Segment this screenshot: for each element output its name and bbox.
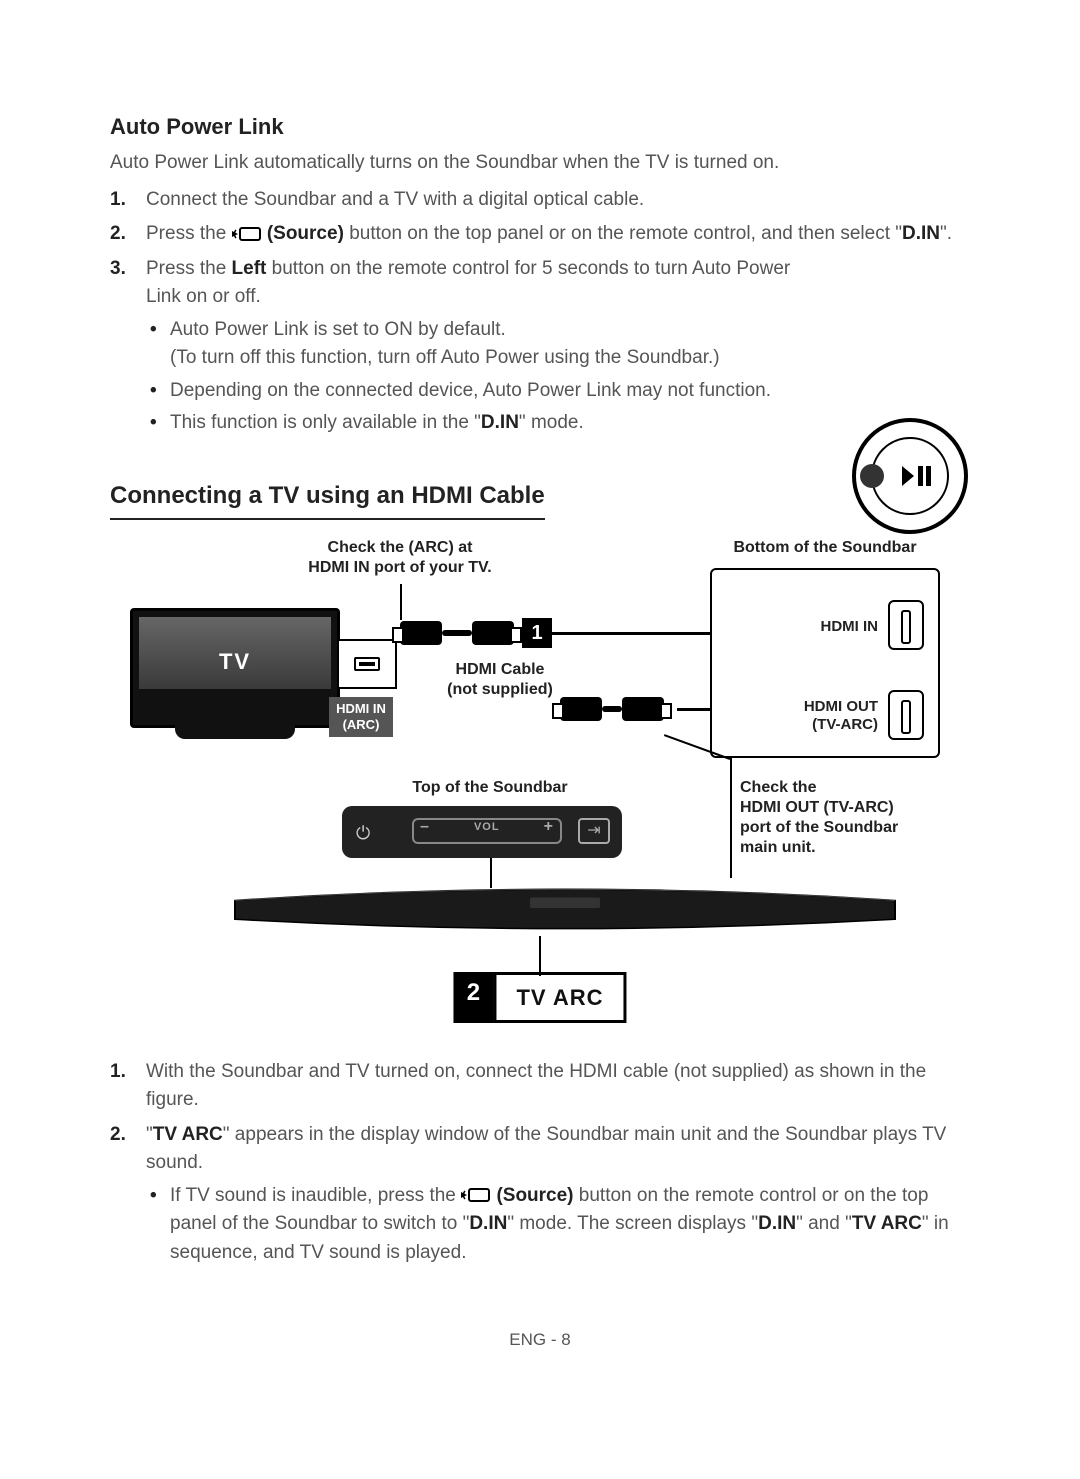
soundbar-top-panel: ⏻ – VOL + ⇥ <box>342 806 622 858</box>
diagram-badge-2: 2 <box>453 972 493 1023</box>
b1-source: (Source) <box>496 1185 573 1206</box>
din-label: D.IN <box>902 223 940 244</box>
hdmi-in-port-icon <box>888 600 924 650</box>
tv-hdmi-port <box>337 639 397 689</box>
soundbar-ports-panel: HDMI IN HDMI OUT (TV-ARC) <box>710 568 940 758</box>
tv-illustration: TV HDMI IN (ARC) <box>130 608 340 728</box>
s2-tvarc: TV ARC <box>153 1124 223 1145</box>
auto-power-link-intro: Auto Power Link automatically turns on t… <box>110 149 970 178</box>
hdmi-cable-l1: HDMI Cable <box>456 661 545 678</box>
volume-control: – VOL + <box>412 818 562 844</box>
page-footer: ENG - 8 <box>110 1327 970 1353</box>
tv-arc-indicator: 2 TV ARC <box>453 972 626 1023</box>
hdmi-out-l1: HDMI OUT <box>804 698 878 715</box>
label-hdmi-cable: HDMI Cable (not supplied) <box>420 660 580 700</box>
check-port-l4: main unit. <box>740 839 816 856</box>
auto-power-link-steps: 1.Connect the Soundbar and a TV with a d… <box>110 186 970 438</box>
hdmi-connection-diagram: Check the (ARC) at HDMI IN port of your … <box>110 538 970 1028</box>
step-2-text-a: Press the <box>146 223 232 244</box>
hdmi-steps: 1.With the Soundbar and TV turned on, co… <box>110 1058 970 1268</box>
bullet-may-not-function: Depending on the connected device, Auto … <box>170 377 830 406</box>
tv-arc-text: TV ARC <box>493 972 626 1023</box>
label-bottom-soundbar: Bottom of the Soundbar <box>710 538 940 558</box>
b1-din1: D.IN <box>469 1213 507 1234</box>
hdmi-step-1-text: With the Soundbar and TV turned on, conn… <box>146 1061 926 1111</box>
label-check-arc-l2: HDMI IN port of your TV. <box>308 559 491 576</box>
check-port-l2: HDMI OUT (TV-ARC) <box>740 799 894 816</box>
step-3-text-a: Press the <box>146 258 232 279</box>
hdmi-cable-l2: (not supplied) <box>447 681 553 698</box>
hdmi-cable-heading: Connecting a TV using an HDMI Cable <box>110 478 545 520</box>
step-2: 2. Press the (Source) button on the top … <box>146 220 970 249</box>
step-3: 3. Press the Left button on the remote c… <box>146 255 970 438</box>
hdmi-out-l2: (TV-ARC) <box>812 716 878 733</box>
source-icon <box>461 1186 491 1204</box>
source-icon <box>232 225 262 243</box>
hdmi-out-port-label: HDMI OUT (TV-ARC) <box>804 698 878 734</box>
step-1-text: Connect the Soundbar and a TV with a dig… <box>146 189 644 210</box>
label-check-arc: Check the (ARC) at HDMI IN port of your … <box>280 538 520 578</box>
vol-plus: + <box>544 822 560 832</box>
bullet-din-only: This function is only available in the "… <box>170 409 830 438</box>
hdmi-out-port-icon <box>888 690 924 740</box>
hdmi-bullet-1: If TV sound is inaudible, press the (Sou… <box>170 1182 970 1268</box>
b1c: " mode. The screen displays " <box>507 1213 758 1234</box>
source-button-icon: ⇥ <box>578 818 610 844</box>
hdmi-in-l1: HDMI IN <box>336 701 386 716</box>
soundbar-body-illustration <box>230 878 900 938</box>
hdmi-in-l2: (ARC) <box>343 717 380 732</box>
s2a: " <box>146 1124 153 1145</box>
bullet-3b: " mode. <box>519 412 584 433</box>
label-top-soundbar: Top of the Soundbar <box>400 778 580 798</box>
check-port-l1: Check the <box>740 779 816 796</box>
auto-power-link-heading: Auto Power Link <box>110 110 970 143</box>
source-label: (Source) <box>267 223 344 244</box>
b1-din2: D.IN <box>758 1213 796 1234</box>
b1-tvarc: TV ARC <box>852 1213 922 1234</box>
b1a: If TV sound is inaudible, press the <box>170 1185 461 1206</box>
tv-label: TV <box>133 645 337 678</box>
step-2-text-b: button on the top panel or on the remote… <box>349 223 902 244</box>
b1d: " and " <box>796 1213 852 1234</box>
bullet-1a: Auto Power Link is set to ON by default. <box>170 319 506 340</box>
hdmi-step-2-bullets: If TV sound is inaudible, press the (Sou… <box>146 1182 970 1268</box>
hdmi-step-2: 2. "TV ARC" appears in the display windo… <box>146 1121 970 1268</box>
bullet-3-din: D.IN <box>481 412 519 433</box>
s2b: " appears in the display window of the S… <box>146 1124 946 1174</box>
hdmi-cable-illustration-2 <box>560 696 664 725</box>
bullet-1b: (To turn off this function, turn off Aut… <box>170 347 720 368</box>
step-3-bullets: Auto Power Link is set to ON by default.… <box>146 316 830 438</box>
hdmi-step-1: 1.With the Soundbar and TV turned on, co… <box>146 1058 970 1115</box>
step-1: 1.Connect the Soundbar and a TV with a d… <box>146 186 970 215</box>
hdmi-cable-illustration <box>400 620 514 649</box>
step-2-text-c: ". <box>940 223 952 244</box>
tv-hdmi-port-label: HDMI IN (ARC) <box>329 697 393 736</box>
bullet-3a: This function is only available in the " <box>170 412 481 433</box>
bullet-default-on: Auto Power Link is set to ON by default.… <box>170 316 830 373</box>
label-check-arc-l1: Check the (ARC) at <box>328 539 473 556</box>
left-button-label: Left <box>232 258 267 279</box>
power-icon: ⏻ <box>356 820 370 847</box>
vol-label: VOL <box>474 821 500 833</box>
hdmi-in-port-label: HDMI IN <box>821 616 879 639</box>
label-check-hdmi-out: Check the HDMI OUT (TV-ARC) port of the … <box>740 778 950 858</box>
vol-minus: – <box>414 822 430 832</box>
check-port-l3: port of the Soundbar <box>740 819 898 836</box>
diagram-badge-1: 1 <box>522 618 552 648</box>
